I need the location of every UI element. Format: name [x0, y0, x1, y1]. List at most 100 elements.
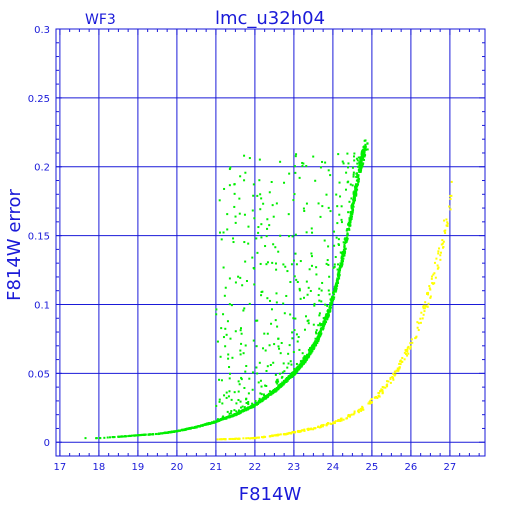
green-point [293, 165, 296, 168]
green-point [319, 215, 322, 218]
green-point [339, 195, 342, 198]
green-point [268, 224, 271, 227]
green-point [260, 398, 263, 401]
yellow-point [234, 437, 237, 440]
yellow-point [376, 397, 379, 400]
green-point [293, 275, 296, 278]
green-point [214, 421, 217, 424]
y-tick-labels: 0 0.05 0.1 0.15 0.2 0.25 0.3 [28, 25, 50, 449]
green-point [243, 241, 246, 244]
green-point [341, 253, 344, 256]
green-point [346, 239, 349, 242]
green-point [277, 250, 280, 253]
green-point [226, 410, 229, 413]
green-point [256, 319, 259, 322]
green-point [304, 357, 307, 360]
green-point [313, 344, 316, 347]
green-point [289, 360, 292, 363]
yellow-point [218, 438, 221, 441]
green-point [245, 280, 248, 283]
yellow-point [407, 345, 410, 348]
green-point [294, 155, 297, 158]
green-point [360, 153, 363, 156]
yellow-point [386, 380, 389, 383]
y-tick-label: 0.3 [34, 25, 50, 36]
green-point [258, 397, 261, 400]
green-point [344, 247, 347, 250]
green-point [149, 433, 152, 436]
yellow-point [437, 250, 440, 253]
green-point [349, 220, 352, 223]
green-point [355, 172, 358, 175]
green-point [294, 371, 297, 374]
green-point [234, 215, 237, 218]
green-point [338, 273, 341, 276]
yellow-point [431, 282, 434, 285]
green-point [284, 380, 287, 383]
green-point [252, 194, 255, 197]
green-point [271, 204, 274, 207]
yellow-point [450, 194, 453, 197]
green-point [288, 374, 291, 377]
green-point [274, 373, 277, 376]
green-point [329, 304, 332, 307]
yellow-point [416, 326, 419, 329]
green-point [239, 353, 242, 356]
green-point [352, 195, 355, 198]
green-point [255, 366, 258, 369]
green-point [182, 428, 185, 431]
green-point [342, 254, 345, 257]
green-point [359, 159, 362, 162]
green-point [289, 373, 292, 376]
green-point [228, 366, 231, 369]
green-point [305, 355, 308, 358]
green-point [106, 436, 109, 439]
green-point [181, 428, 184, 431]
green-point [215, 404, 218, 407]
green-point [311, 345, 314, 348]
green-point [254, 403, 257, 406]
green-point [235, 402, 238, 405]
yellow-point [444, 231, 447, 234]
green-point [314, 179, 317, 182]
green-point [168, 431, 171, 434]
green-point [247, 242, 250, 245]
green-point [291, 371, 294, 374]
green-point [275, 381, 278, 384]
yellow-point [357, 409, 360, 412]
plot-frame [55, 28, 486, 457]
green-point [284, 265, 287, 268]
green-point [315, 329, 318, 332]
green-point [313, 346, 316, 349]
yellow-point [449, 208, 452, 211]
yellow-point [442, 245, 445, 248]
green-point [298, 176, 301, 179]
green-point [228, 390, 231, 393]
yellow-point [432, 282, 435, 285]
green-point [122, 435, 125, 438]
green-point [317, 202, 320, 205]
green-point [290, 263, 293, 266]
green-point [218, 398, 221, 401]
green-point [223, 417, 226, 420]
green-point [257, 226, 260, 229]
green-point [330, 306, 333, 309]
green-point [337, 276, 340, 279]
green-point [364, 143, 367, 146]
yellow-point [288, 431, 291, 434]
green-point [309, 350, 312, 353]
green-point [238, 383, 241, 386]
yellow-point [320, 424, 323, 427]
green-point [310, 252, 313, 255]
green-point [259, 262, 262, 265]
green-point [351, 166, 354, 169]
green-point [282, 383, 285, 386]
green-point [275, 202, 278, 205]
yellow-point [245, 437, 248, 440]
green-point [286, 366, 289, 369]
green-point [240, 406, 243, 409]
green-point [355, 175, 358, 178]
green-point [228, 303, 231, 306]
yellow-point [406, 348, 409, 351]
green-point [298, 348, 301, 351]
